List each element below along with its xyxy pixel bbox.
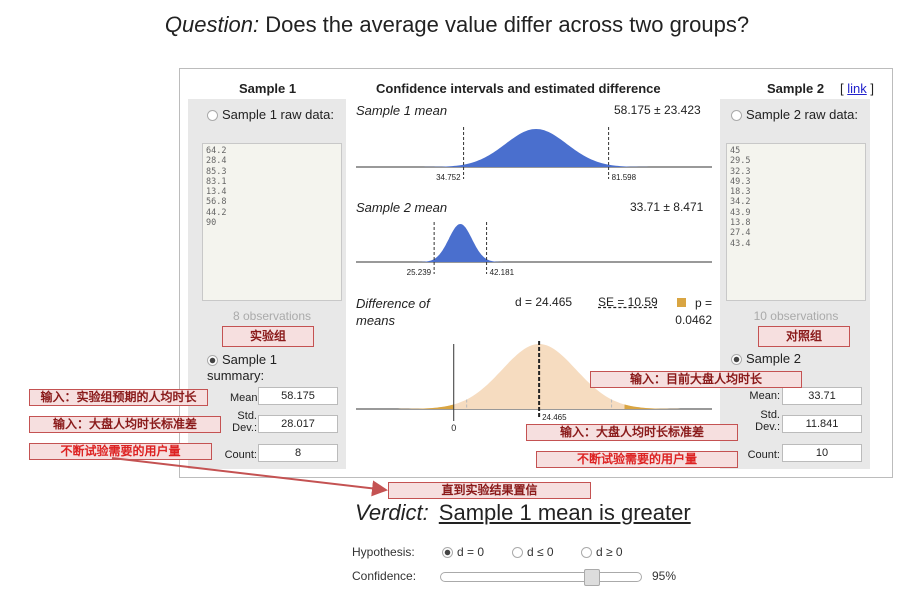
hypothesis-radio-ge[interactable] — [581, 547, 592, 559]
sample2-raw-radio[interactable] — [731, 110, 742, 122]
difference-estimate-label: 24.465 — [542, 413, 567, 422]
annotation-right-count: 不断试验需要的用户量 — [536, 451, 738, 468]
sample2-observation-count: 10 observations — [753, 309, 839, 323]
confidence-value: 95% — [652, 569, 677, 583]
sample1-mean-title: Sample 1 mean — [356, 103, 448, 118]
annotation-bottom: 直到实验结果置信 — [388, 482, 591, 499]
sample1-summary-option[interactable]: Sample 1 summary: — [207, 352, 277, 383]
verdict: Verdict: Sample 1 mean is greater — [355, 500, 691, 525]
sample2-sd-label: Std. Dev.: — [755, 409, 780, 433]
raw-value: 85.3 — [206, 166, 227, 177]
raw-value: 43.9 — [730, 207, 751, 218]
sample2-upper-label: 42.181 — [490, 268, 515, 277]
raw-value: 34.2 — [730, 197, 751, 208]
sample2-sd-input[interactable]: 11.841 — [782, 415, 862, 433]
annotation-left-count: 不断试验需要的用户量 — [29, 443, 212, 460]
hypothesis-option-ge[interactable]: d ≥ 0 — [581, 545, 623, 559]
raw-value: 28.4 — [206, 156, 227, 167]
hypothesis-option-le[interactable]: d ≤ 0 — [512, 545, 554, 559]
hypothesis-label: Hypothesis: — [352, 545, 415, 559]
confidence-slider[interactable] — [440, 569, 642, 586]
confidence-slider-thumb[interactable] — [584, 569, 601, 586]
sample2-summary-radio[interactable] — [731, 354, 742, 366]
sample2-mean-input[interactable]: 33.71 — [782, 387, 862, 405]
sample2-raw-textarea[interactable]: 45 29.5 32.3 49.3 18.3 34.2 43.9 13.8 27.4 43.4 — [726, 143, 866, 301]
annotation-right-mean: 输入：目前大盘人均时长 — [590, 371, 802, 388]
sample2-mean-value: 33.71 ± 8.471 — [630, 200, 704, 214]
sample1-group-button[interactable]: 实验组 — [222, 326, 314, 347]
sample1-header: Sample 1 — [239, 81, 297, 96]
sample2-lower-label: 25.239 — [407, 268, 432, 277]
sample2-count-label: Count: — [747, 449, 780, 461]
difference-zero-label: 0 — [451, 423, 456, 433]
sample1-raw-radio[interactable] — [207, 110, 218, 122]
sample1-observation-count: 8 observations — [232, 309, 312, 323]
sample2-header: Sample 2 — [767, 81, 825, 96]
app-panel: Sample 1 Confidence intervals and estima… — [179, 68, 893, 478]
raw-value: 18.3 — [730, 187, 751, 198]
sample1-mean-value: 58.175 ± 23.423 — [614, 103, 701, 117]
raw-value: 90 — [206, 218, 217, 229]
sample2-raw-option[interactable]: Sample 2 raw data: — [731, 107, 861, 123]
difference-density — [391, 344, 687, 409]
difference-se-value: SE = 10.59 — [598, 295, 658, 309]
raw-value: 29.5 — [730, 156, 751, 167]
difference-d-value: d = 24.465 — [515, 295, 573, 309]
raw-value: 45 — [730, 146, 741, 156]
link[interactable]: link — [847, 81, 867, 96]
sample2-count-input[interactable]: 10 — [782, 444, 862, 462]
difference-title: Difference of means — [356, 296, 430, 328]
difference-right-tail — [624, 404, 687, 409]
sample1-sd-label: Std. Dev.: — [232, 410, 257, 434]
sample2-summary-option[interactable]: Sample 2 — [731, 351, 841, 367]
raw-value: 49.3 — [730, 176, 751, 187]
raw-value: 27.4 — [730, 228, 751, 239]
verdict-result: Sample 1 mean is greater — [438, 500, 691, 525]
sample1-mean-label: Mean: — [230, 392, 261, 404]
raw-value: 44.2 — [206, 207, 227, 218]
hypothesis-option-eq[interactable]: d = 0 — [442, 545, 484, 559]
raw-value: 13.4 — [206, 187, 227, 198]
sample2-mean-label: Mean: — [749, 390, 780, 402]
raw-value: 83.1 — [206, 176, 227, 187]
sample1-sd-input[interactable]: 28.017 — [258, 415, 338, 433]
difference-left-tail — [391, 404, 454, 409]
center-header: Confidence intervals and estimated diffe… — [376, 81, 661, 96]
sample2-mean-title: Sample 2 mean — [356, 200, 448, 215]
hypothesis-radio-le[interactable] — [512, 547, 523, 559]
raw-value: 32.3 — [730, 166, 751, 177]
confidence-label: Confidence: — [352, 569, 417, 583]
sample1-density — [413, 129, 659, 167]
raw-value: 56.8 — [206, 197, 227, 208]
question: Question: Does the average value differ … — [164, 12, 750, 37]
sample1-raw-textarea[interactable]: 64.2 28.4 85.3 83.1 13.4 56.8 44.2 90 — [202, 143, 342, 301]
sample1-mean-input[interactable]: 58.175 — [258, 387, 338, 405]
raw-value: 43.4 — [730, 238, 751, 249]
interval-plots: 34.752 81.598 25.239 42.181 0 24.465 — [356, 127, 712, 433]
sample2-group-button[interactable]: 对照组 — [758, 326, 850, 347]
annotation-left-mean: 输入：实验组预期的人均时长 — [29, 389, 208, 406]
annotation-left-sd: 输入：大盘人均时长标准差 — [29, 416, 221, 433]
p-value-swatch — [677, 298, 686, 307]
raw-value: 64.2 — [206, 146, 227, 156]
link-wrapper: [ link ] — [840, 81, 874, 96]
sample1-summary-radio[interactable] — [207, 355, 218, 367]
sample1-lower-label: 34.752 — [436, 173, 461, 182]
sample1-raw-option[interactable]: Sample 1 raw data: — [207, 107, 337, 123]
sample1-upper-label: 81.598 — [612, 173, 637, 182]
sample2-density — [413, 224, 507, 262]
annotation-right-sd: 输入：大盘人均时长标准差 — [526, 424, 738, 441]
difference-p-value: p = 0.0462 — [675, 296, 712, 327]
raw-value: 13.8 — [730, 218, 751, 229]
hypothesis-radio-eq[interactable] — [442, 547, 453, 559]
